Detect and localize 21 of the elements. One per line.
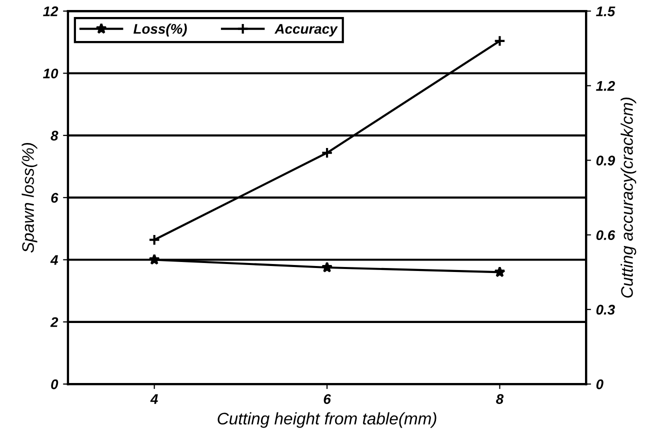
x-tick-label: 8 — [496, 394, 504, 404]
y-tick-label: 4 — [50, 255, 58, 265]
y-tick-label: 2 — [50, 317, 58, 327]
x-tick-label: 4 — [150, 394, 158, 404]
y-axis-title: Spawn loss(%) — [22, 142, 38, 253]
y2-tick-label: 0.3 — [596, 304, 615, 315]
y2-tick-label: 0 — [596, 379, 604, 390]
y2-axis-title: Cutting accuracy(crack/cm) — [620, 98, 636, 298]
legend-label: Accuracy — [274, 24, 338, 37]
y-tick-label: 10 — [43, 68, 58, 78]
y-tick-label: 0 — [51, 379, 58, 390]
y-tick-label: 6 — [51, 192, 58, 203]
legend-label: Loss(%) — [134, 24, 187, 37]
y-tick-label: 8 — [50, 130, 58, 141]
x-tick-label: 6 — [324, 394, 331, 404]
y2-tick-label: 1.5 — [596, 6, 616, 16]
x-axis-title: Cutting height from table(mm) — [218, 412, 436, 428]
y2-tick-label: 1.2 — [596, 81, 615, 91]
y2-tick-label: 0.6 — [596, 230, 616, 240]
y2-tick-label: 0.9 — [596, 156, 616, 166]
y-tick-label: 12 — [43, 6, 58, 16]
